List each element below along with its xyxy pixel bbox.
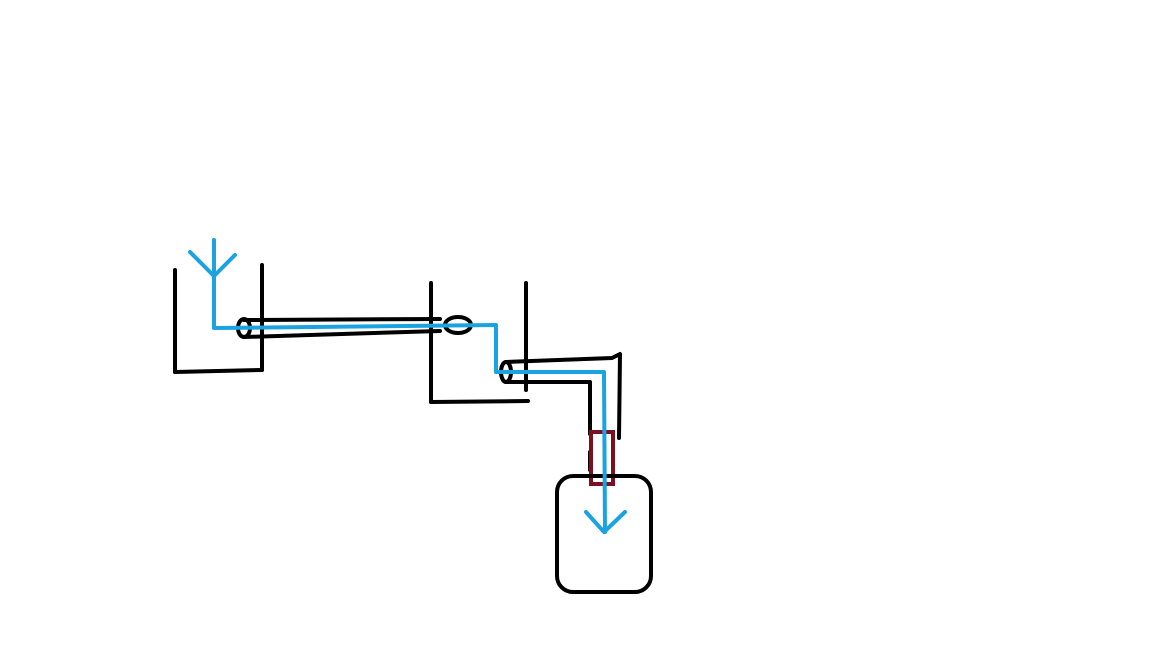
- intermediate-tank: [429, 281, 530, 404]
- elbow-pipe-bottom: [504, 380, 592, 436]
- transfer-pipe-top: [242, 317, 442, 322]
- flow-path: [188, 238, 627, 534]
- transfer-pipe-bottom: [242, 329, 442, 339]
- source-tank: [173, 263, 264, 374]
- elbow-pipe-top: [504, 352, 622, 440]
- source-tank-floor: [173, 368, 264, 374]
- intermediate-tank-floor: [429, 399, 530, 404]
- flow-line: [212, 238, 607, 534]
- outflow-arrowhead: [584, 510, 627, 534]
- valve: [589, 430, 615, 486]
